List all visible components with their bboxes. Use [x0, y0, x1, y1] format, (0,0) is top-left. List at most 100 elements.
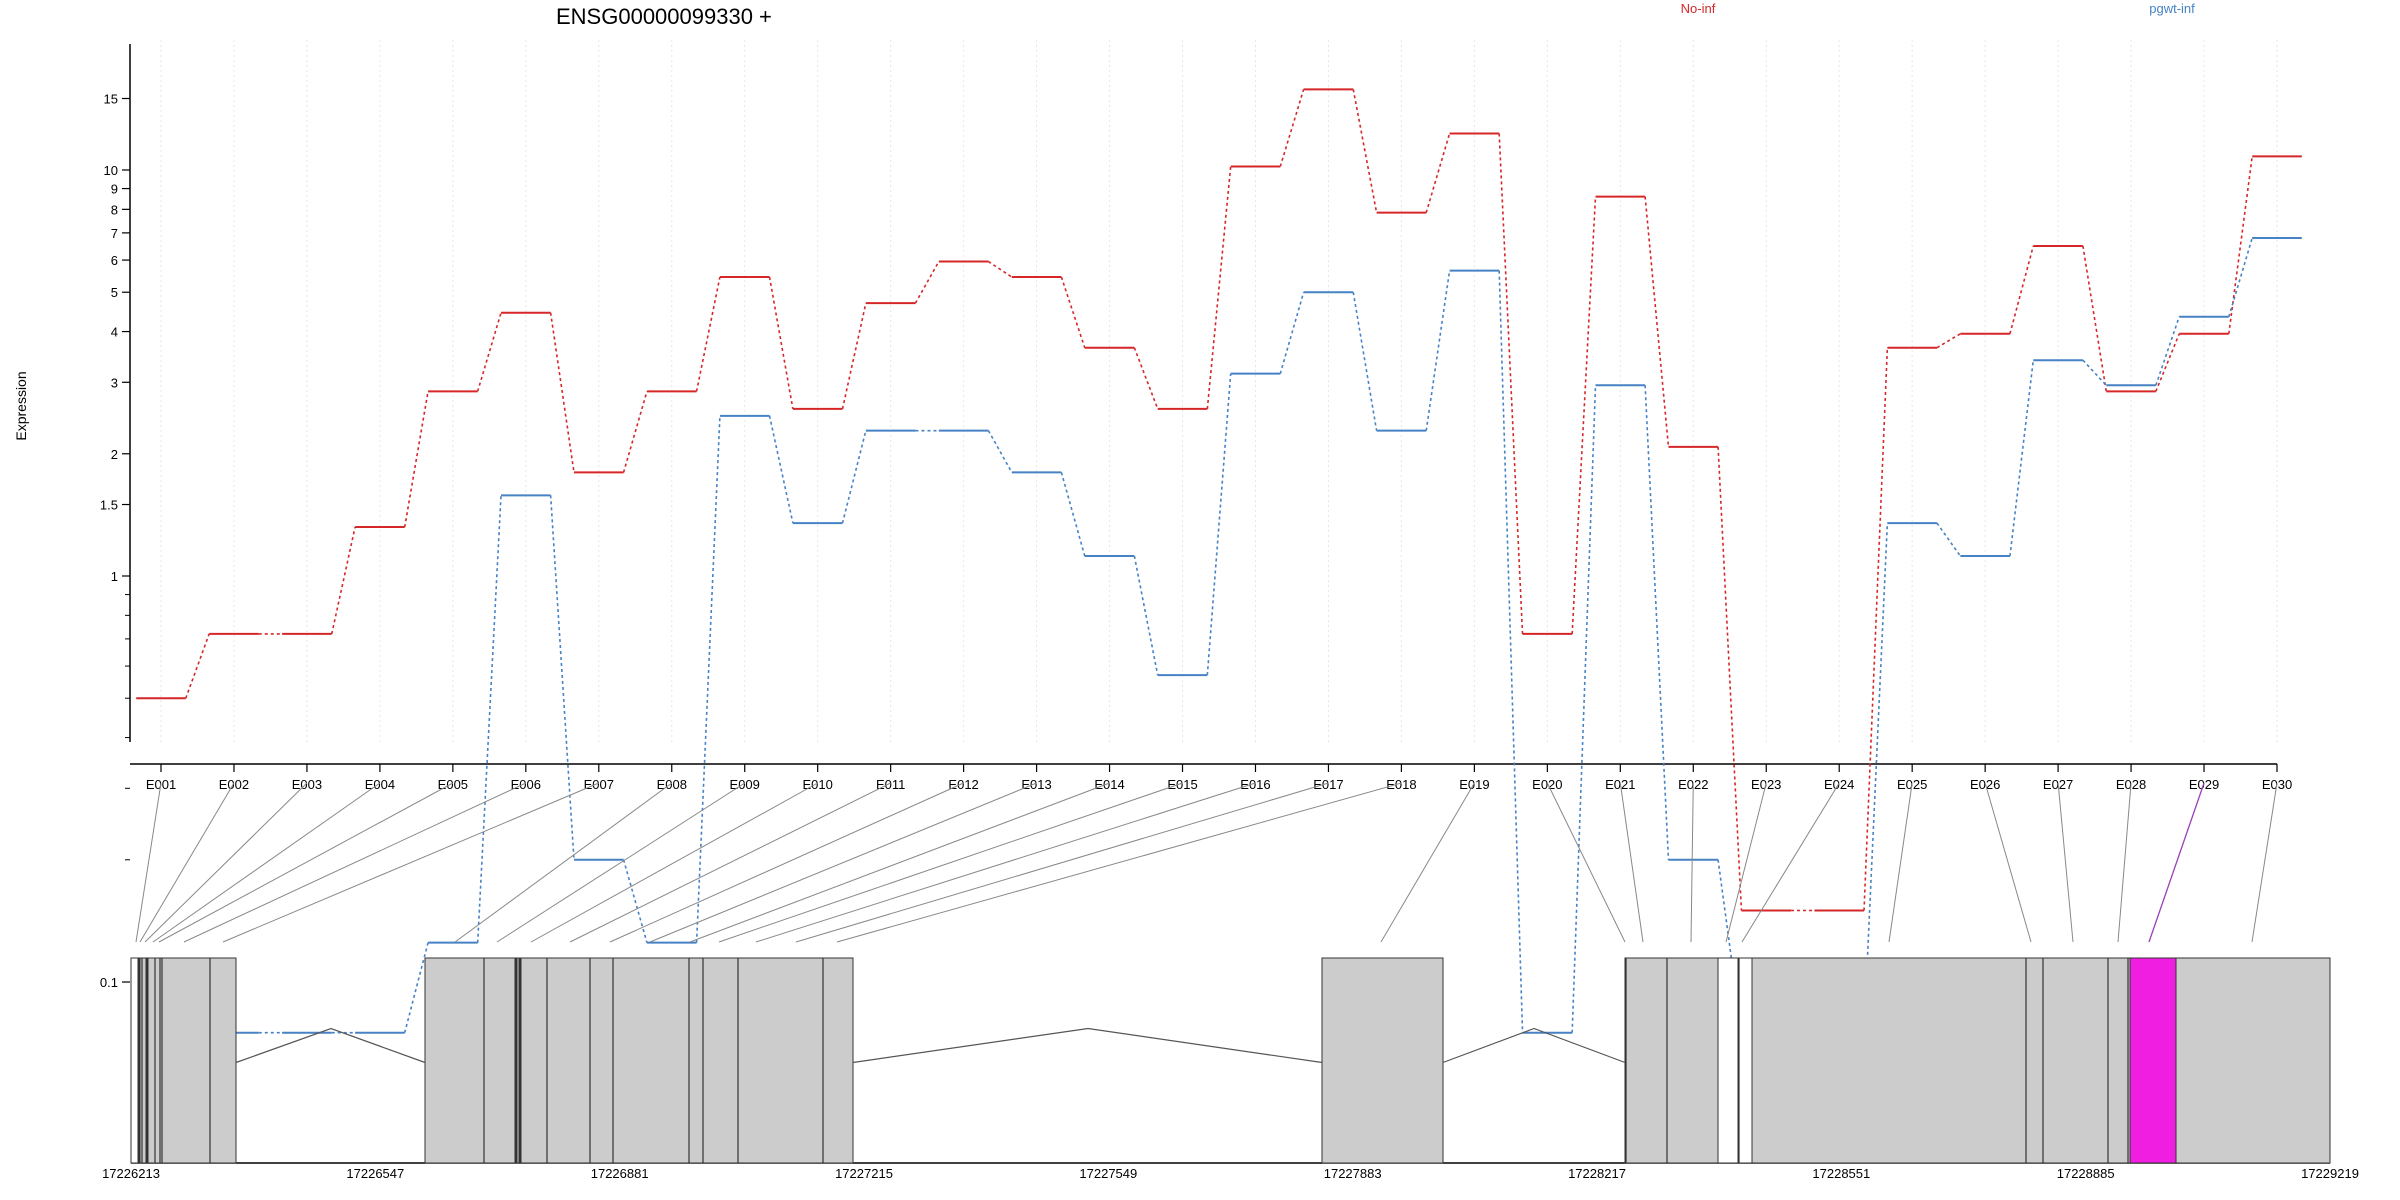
exon-connector-line	[569, 782, 891, 943]
legend-pgwt-inf: pgwt-inf	[2149, 1, 2195, 16]
exon-connector-line	[836, 782, 1402, 943]
series-connector	[1717, 446, 1743, 911]
series-connector	[403, 391, 429, 528]
x-tick-label-e012: E012	[948, 777, 978, 792]
exon-connector-line	[2117, 782, 2132, 943]
series-connector	[330, 526, 356, 635]
x-tick-label-e019: E019	[1459, 777, 1489, 792]
genomic-coordinate-label: 17229219	[2301, 1166, 2359, 1181]
series-connector	[695, 415, 721, 943]
series-connector	[1206, 166, 1232, 409]
y-tick-label: 5	[111, 285, 118, 300]
exon-connector-line	[609, 782, 964, 943]
series-connector	[2155, 316, 2180, 386]
genomic-coordinate-label: 17227215	[835, 1166, 893, 1181]
series-connector	[1352, 89, 1378, 213]
exon-connector-line	[1741, 782, 1840, 943]
series-connector	[1133, 555, 1159, 676]
exon-connector-line	[2251, 782, 2278, 943]
series-connector	[622, 391, 648, 473]
exon-connector-line	[755, 782, 1256, 943]
exon-connector-line	[649, 782, 1037, 943]
x-tick-label-e018: E018	[1386, 777, 1416, 792]
exon-connector-line	[689, 782, 1110, 943]
exon-block	[424, 957, 854, 1164]
genomic-coordinate-label: 17226213	[102, 1166, 160, 1181]
series-connector	[2009, 245, 2035, 334]
y-tick-label: 9	[111, 182, 118, 197]
x-tick-label-e013: E013	[1021, 777, 1051, 792]
exon-connector-line	[152, 782, 381, 943]
series-connector	[2009, 360, 2035, 557]
series-connector	[1571, 196, 1597, 634]
exon-connector-line	[2148, 782, 2205, 943]
series-connector	[1936, 522, 1961, 557]
genomic-coordinate-label: 17228217	[1568, 1166, 1626, 1181]
genomic-coordinate-label: 17227549	[1079, 1166, 1137, 1181]
series-connector	[1498, 133, 1524, 634]
exon-connector-line	[144, 782, 308, 943]
exon-connector-line	[1690, 782, 1694, 943]
exon-block	[1751, 957, 2331, 1164]
series-connector	[1936, 333, 1961, 349]
y-tick-label: 15	[104, 92, 118, 107]
x-tick-label-e010: E010	[803, 777, 833, 792]
series-connector	[1279, 291, 1305, 374]
series-connector	[1060, 472, 1086, 557]
exon-white-bin	[1717, 957, 1739, 1164]
series-connector	[549, 495, 575, 860]
exon-connector-line	[1546, 782, 1626, 943]
intron-line	[852, 1027, 1323, 1064]
y-tick-label: 10	[104, 163, 118, 178]
exon-connector-line	[139, 782, 235, 943]
exon-connector-line	[454, 782, 673, 943]
series-connector	[622, 859, 648, 943]
genomic-coordinate-label: 17226547	[346, 1166, 404, 1181]
x-tick-label-e024: E024	[1824, 777, 1854, 792]
exon-white-bin	[1737, 957, 1753, 1164]
x-tick-label-e006: E006	[511, 777, 541, 792]
y-tick-label: 1.5	[100, 498, 118, 513]
exon-connector-line	[222, 782, 599, 943]
x-tick-label-e003: E003	[292, 777, 322, 792]
x-tick-label-e007: E007	[584, 777, 614, 792]
exon-connector-line	[718, 782, 1183, 943]
series-connector	[1060, 276, 1086, 348]
series-connector	[1352, 292, 1378, 431]
series-connector	[768, 276, 794, 410]
y-tick-label: 0.1	[100, 975, 118, 990]
x-tick-label-e014: E014	[1094, 777, 1124, 792]
series-connector	[476, 312, 502, 392]
highlighted-exon	[2129, 957, 2177, 1164]
legend-no-inf: No-inf	[1681, 1, 1716, 16]
series-connector	[1133, 347, 1159, 410]
exon-white-bin	[130, 957, 139, 1164]
series-connector	[914, 261, 940, 304]
series-connector	[1206, 373, 1232, 676]
intron-line	[235, 1027, 426, 1064]
exon-block	[1624, 957, 1719, 1164]
x-tick-label-e015: E015	[1167, 777, 1197, 792]
exon-connector-line	[135, 782, 162, 943]
chart-title: ENSG00000099330 +	[556, 4, 772, 29]
x-tick-label-e005: E005	[438, 777, 468, 792]
series-connector	[476, 495, 502, 943]
series-connector	[1644, 385, 1670, 860]
exon-connector-line	[158, 782, 454, 943]
series-connector	[2228, 237, 2253, 318]
exon-connector-line	[2057, 782, 2074, 943]
x-tick-label-e011: E011	[876, 777, 905, 792]
series-connector	[1425, 270, 1451, 431]
x-tick-label-e017: E017	[1313, 777, 1343, 792]
series-connector	[2155, 333, 2180, 392]
series-connector	[185, 633, 210, 699]
exon-connector-line	[1725, 782, 1767, 943]
series-connector	[1863, 523, 1889, 1033]
series-pgwt-inf	[136, 237, 2302, 1034]
y-tick-label: 8	[111, 202, 118, 217]
genomic-coordinate-label: 17226881	[591, 1166, 649, 1181]
series-connector	[987, 260, 1013, 278]
genomic-coordinate-label: 17227883	[1324, 1166, 1382, 1181]
